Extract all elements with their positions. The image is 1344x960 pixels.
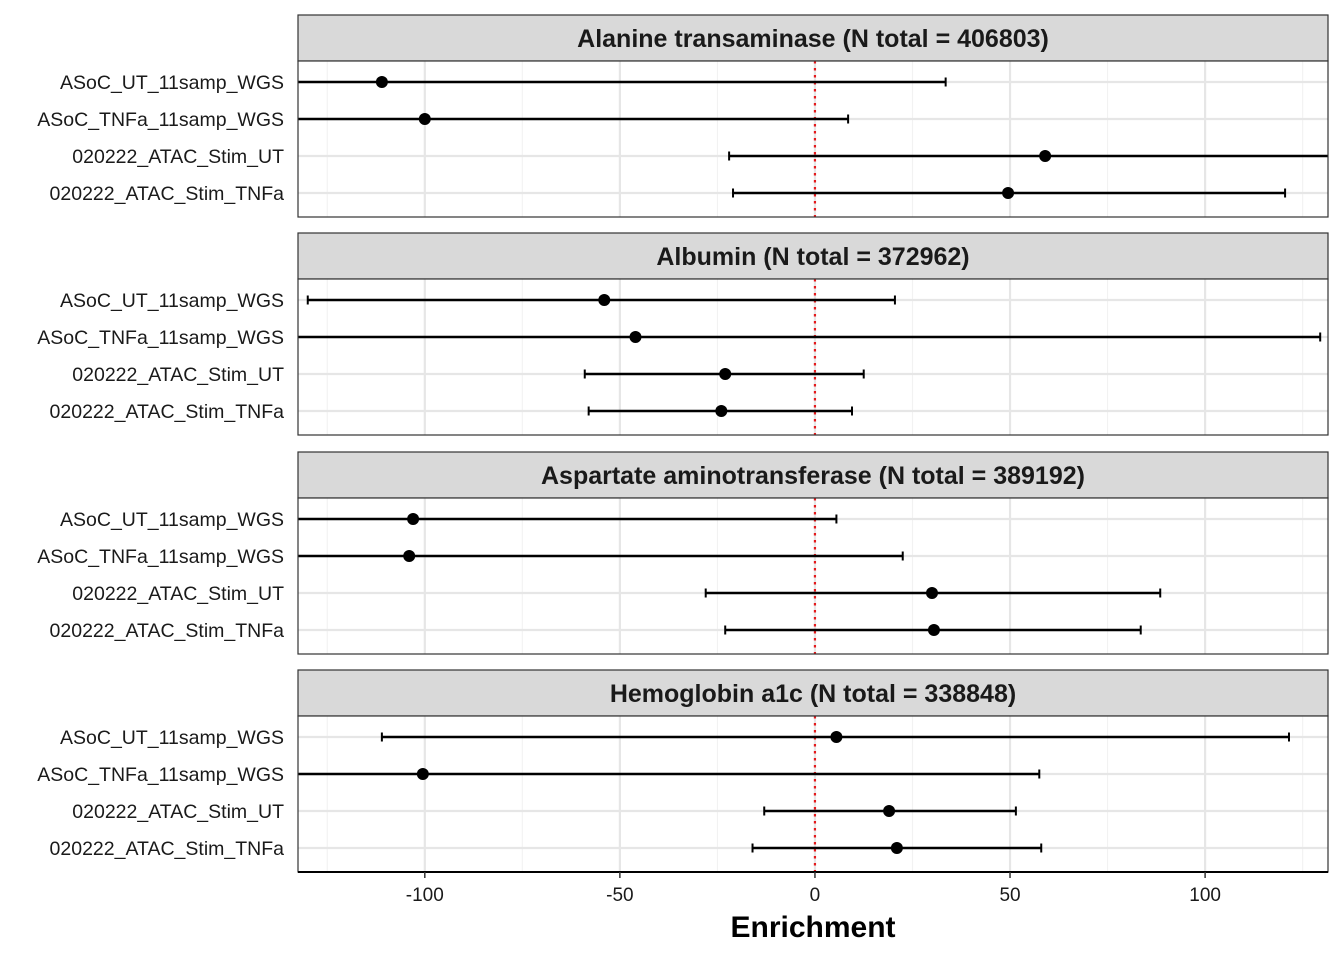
forest-row: 020222_ATAC_Stim_UT [72, 364, 865, 386]
facet-1: Albumin (N total = 372962) ASoC_UT_11samp… [37, 232, 1329, 436]
panel-background [298, 279, 1328, 435]
forest-row: 020222_ATAC_Stim_UT [72, 146, 1328, 168]
row-label: ASoC_TNFa_11samp_WGS [37, 109, 284, 131]
facet-strip [297, 14, 1329, 62]
point-estimate [719, 368, 732, 380]
point-estimate [1039, 150, 1052, 162]
x-tick-label: 0 [810, 885, 821, 906]
forest-row: ASoC_TNFa_11samp_WGS [37, 546, 904, 568]
point-estimate [598, 294, 611, 306]
row-label: 020222_ATAC_Stim_TNFa [50, 620, 285, 642]
x-tick-label: 50 [999, 885, 1020, 906]
facet-strip [297, 451, 1329, 499]
x-axis-title: Enrichment [730, 911, 895, 944]
forest-row: 020222_ATAC_Stim_TNFa [50, 183, 1287, 205]
point-estimate [925, 587, 938, 599]
point-estimate [715, 405, 728, 417]
x-axis: -100 -50 0 50 100 [298, 871, 1328, 906]
row-label: 020222_ATAC_Stim_UT [72, 801, 284, 823]
point-estimate [830, 731, 843, 743]
x-tick-label: -50 [606, 885, 633, 906]
point-estimate [629, 331, 642, 343]
row-label: 020222_ATAC_Stim_UT [72, 364, 284, 386]
forest-row: 020222_ATAC_Stim_TNFa [50, 620, 1142, 642]
row-label: 020222_ATAC_Stim_UT [72, 583, 284, 605]
facet-panels: Alanine transaminase (N total = 406803) A… [37, 14, 1329, 873]
forest-row: ASoC_TNFa_11samp_WGS [37, 327, 1322, 349]
row-label: ASoC_UT_11samp_WGS [60, 72, 284, 94]
row-label: ASoC_TNFa_11samp_WGS [37, 327, 284, 349]
row-label: 020222_ATAC_Stim_UT [72, 146, 284, 168]
panel-background [298, 498, 1328, 654]
forest-row: 020222_ATAC_Stim_TNFa [50, 838, 1043, 860]
panel-background [298, 716, 1328, 872]
point-estimate [375, 76, 388, 88]
point-estimate [403, 550, 416, 562]
row-label: ASoC_UT_11samp_WGS [60, 727, 284, 749]
forest-row: ASoC_UT_11samp_WGS [60, 290, 896, 312]
forest-row: ASoC_TNFa_11samp_WGS [37, 764, 1041, 786]
x-tick-label: 100 [1189, 885, 1221, 906]
panel-border [297, 497, 1329, 655]
row-label: 020222_ATAC_Stim_TNFa [50, 401, 285, 423]
point-estimate [418, 113, 431, 125]
row-label: 020222_ATAC_Stim_TNFa [50, 183, 285, 205]
facet-2: Aspartate aminotransferase (N total = 38… [37, 451, 1329, 655]
forest-row: ASoC_UT_11samp_WGS [60, 727, 1290, 749]
point-estimate [416, 768, 429, 780]
facet-title: Aspartate aminotransferase (N total = 38… [541, 462, 1085, 490]
panel-border [297, 278, 1329, 436]
facet-3: Hemoglobin a1c (N total = 338848) ASoC_UT… [37, 669, 1329, 873]
facet-title: Hemoglobin a1c (N total = 338848) [610, 680, 1016, 708]
panel-background [298, 61, 1328, 217]
row-label: ASoC_TNFa_11samp_WGS [37, 764, 284, 786]
forest-row: ASoC_UT_11samp_WGS [60, 72, 947, 94]
forest-row: ASoC_TNFa_11samp_WGS [37, 109, 850, 131]
point-estimate [407, 513, 420, 525]
panel-border [297, 60, 1329, 218]
row-label: ASoC_UT_11samp_WGS [60, 290, 284, 312]
row-label: ASoC_UT_11samp_WGS [60, 509, 284, 531]
point-estimate [927, 624, 940, 636]
forest-row: 020222_ATAC_Stim_TNFa [50, 401, 854, 423]
x-tick-label: -100 [406, 885, 444, 906]
facet-title: Alanine transaminase (N total = 406803) [577, 25, 1049, 53]
forest-row: ASoC_UT_11samp_WGS [60, 509, 838, 531]
facet-title: Albumin (N total = 372962) [656, 243, 969, 271]
point-estimate [1002, 187, 1015, 199]
forest-row: 020222_ATAC_Stim_UT [72, 583, 1162, 605]
row-label: ASoC_TNFa_11samp_WGS [37, 546, 284, 568]
point-estimate [890, 842, 903, 854]
point-estimate [883, 805, 896, 817]
facet-0: Alanine transaminase (N total = 406803) A… [37, 14, 1329, 218]
forest-row: 020222_ATAC_Stim_UT [72, 801, 1017, 823]
row-label: 020222_ATAC_Stim_TNFa [50, 838, 285, 860]
